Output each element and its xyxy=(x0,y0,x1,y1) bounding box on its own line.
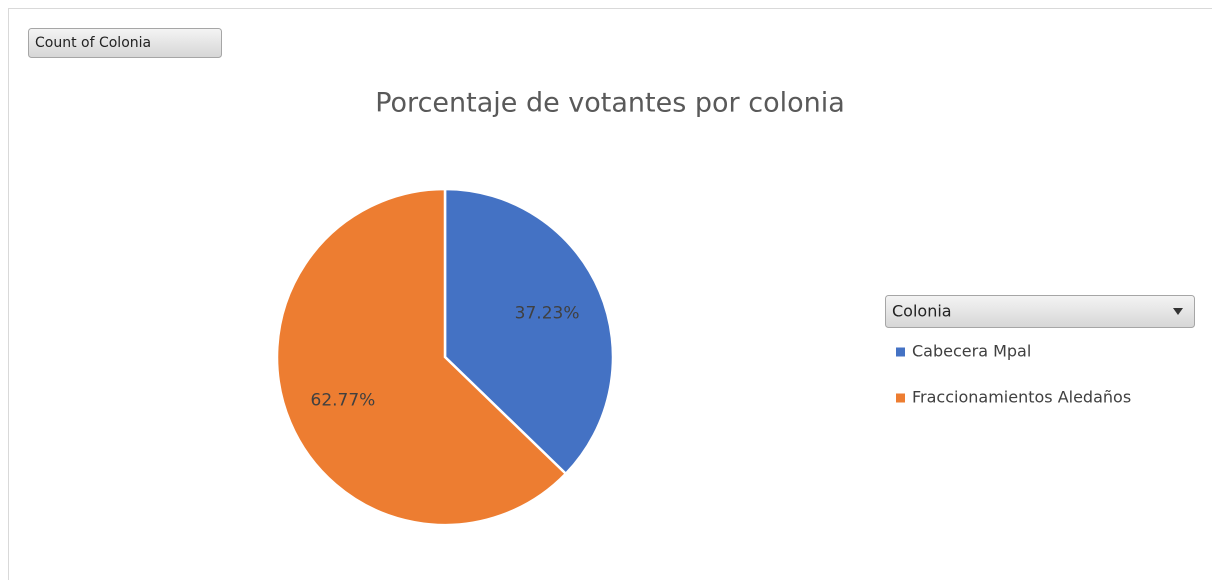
field-button[interactable] xyxy=(28,28,222,58)
dropdown-arrow xyxy=(1173,308,1183,315)
data-label: 37.23% xyxy=(515,304,580,324)
chart-title: Porcentaje de votantes por colonia xyxy=(375,88,845,119)
field-button-label: Count of Colonia xyxy=(35,35,151,51)
legend-label: Cabecera Mpal xyxy=(912,342,1031,361)
legend-swatch xyxy=(896,347,905,357)
chart-area xyxy=(8,8,1212,580)
legend-title: Colonia xyxy=(892,302,952,321)
pie-slice xyxy=(275,187,568,527)
legend-label: Fraccionamientos Aledaños xyxy=(912,388,1131,407)
legend-swatch xyxy=(896,393,905,403)
legend-field-button[interactable] xyxy=(885,295,1195,328)
data-label: 62.77% xyxy=(311,390,376,410)
pie-slice xyxy=(443,187,615,476)
